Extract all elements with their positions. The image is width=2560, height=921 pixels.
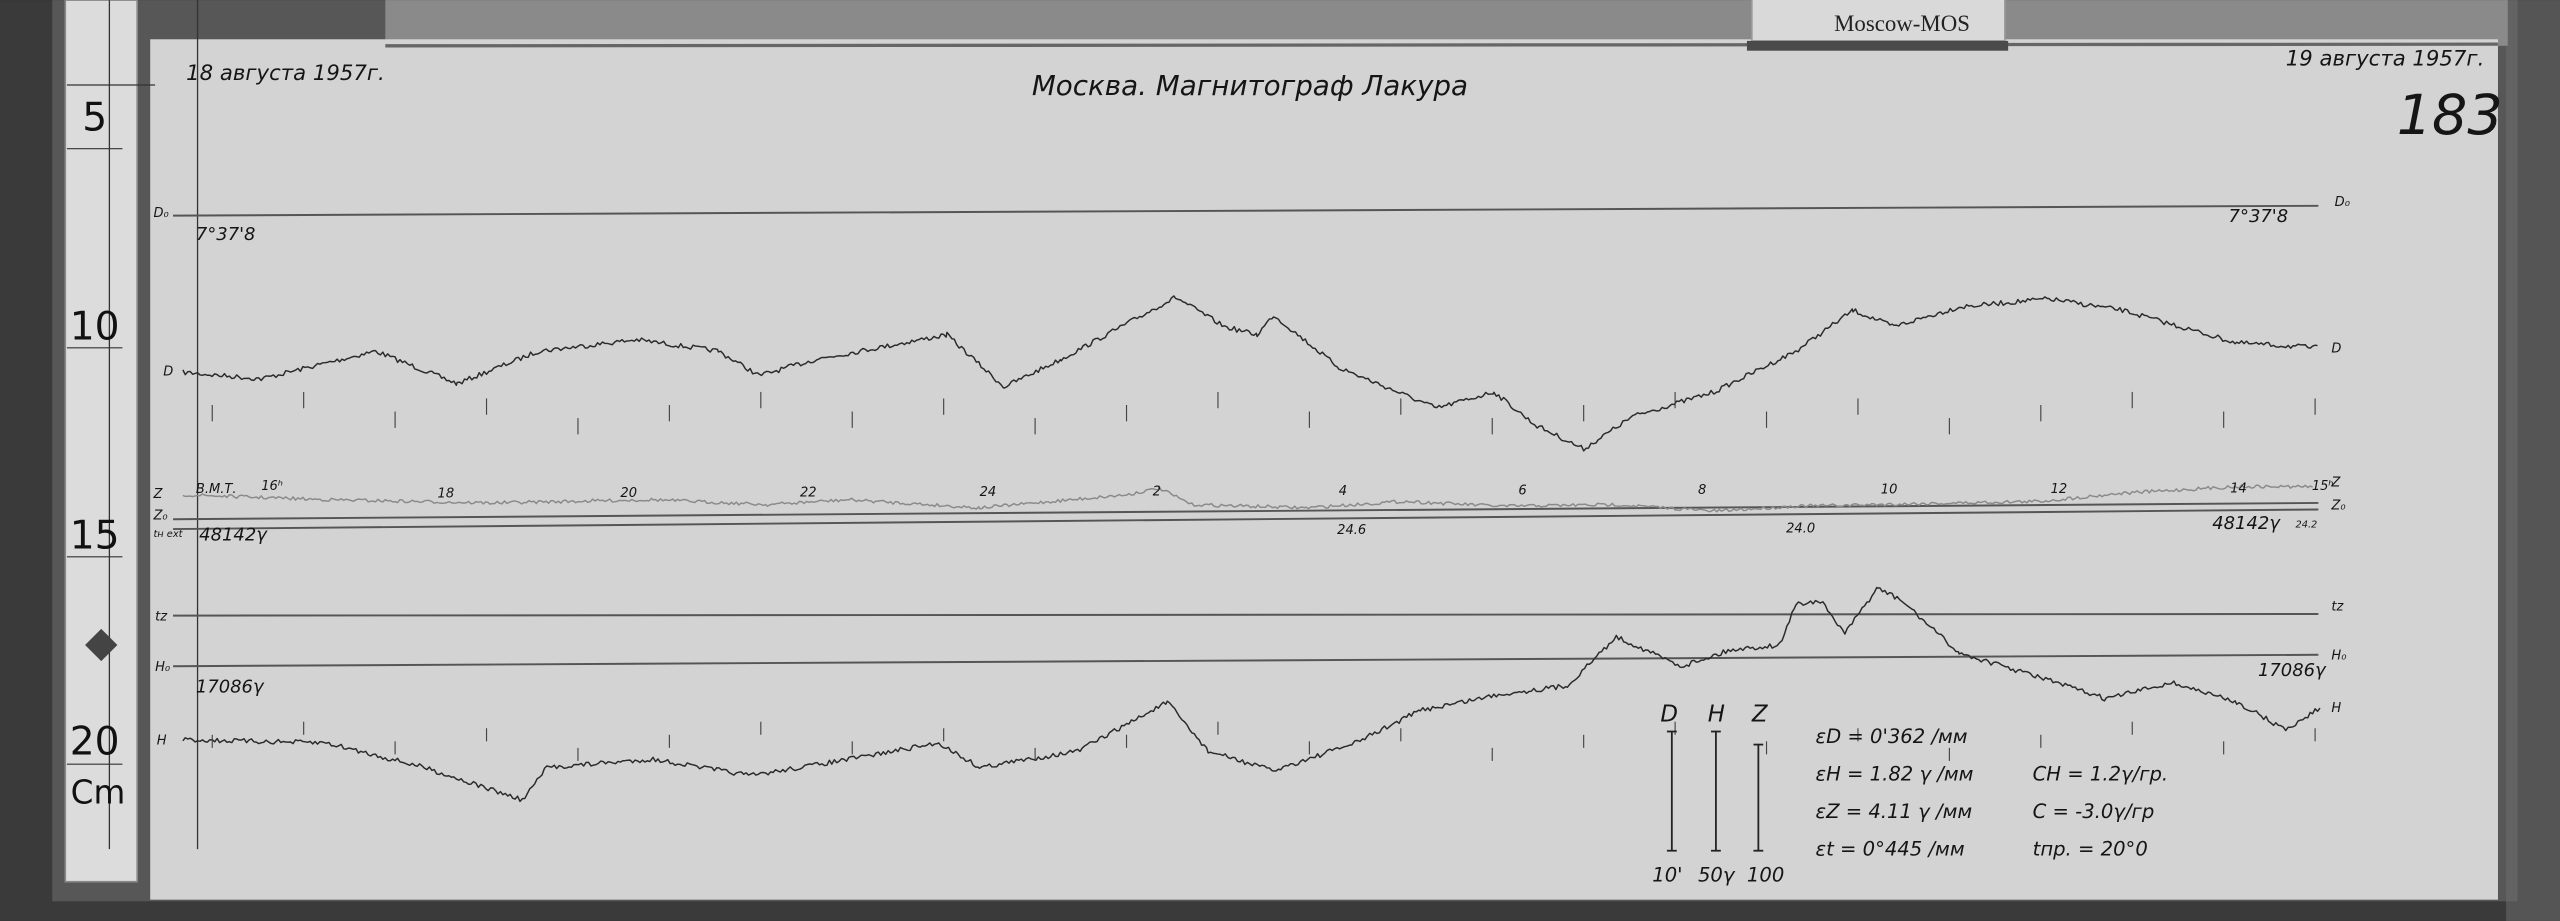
d-trace (182, 295, 2318, 452)
h0-label: H₀ (155, 660, 171, 675)
temperature-baseline (173, 508, 2319, 531)
archive-label-text: Moscow-MOS (1834, 11, 1970, 36)
d0-label-right: D₀ (2335, 195, 2351, 210)
tz-label: tz (155, 610, 168, 625)
hour-label: 16ʰ (261, 479, 283, 494)
time-axis-prefix: В.М.Т. (196, 482, 237, 497)
h0-value-left: 17086γ (196, 676, 265, 697)
chart-title: Москва. Магнитограф Лакура (1032, 69, 1468, 102)
hour-label: 4 (1339, 484, 1347, 499)
z-trace (182, 483, 2313, 513)
h-trace (182, 586, 2321, 803)
scale-bar-label-z: Z (1751, 702, 1769, 728)
hour-label: 24 (980, 485, 997, 500)
start-date: 18 августа 1957г. (186, 61, 385, 86)
eps-z: εZ = 4.11 γ /мм (1816, 800, 1973, 823)
sheet-number: 183 (2397, 83, 2503, 148)
ruler-mark-10: 10 (70, 305, 120, 350)
c-z: C = -3.0γ/гр (2033, 800, 2155, 823)
scale-bar-label-d: D (1660, 702, 1678, 728)
t-pr: tпр. = 20°0 (2033, 838, 2148, 861)
scale-bars: D H Z 10' 50γ 100 (1652, 702, 1784, 887)
hour-label: 12 (2051, 482, 2068, 497)
hour-label: 14 (2230, 482, 2247, 497)
hour-tick-marks (211, 391, 2316, 761)
scale-bar-value-d: 10' (1652, 864, 1682, 887)
h0-label-right: H₀ (2331, 649, 2347, 664)
hour-label: 10 (1881, 483, 1898, 498)
hour-label: 2 (1153, 485, 1161, 500)
h-label-right: H (2331, 701, 2341, 716)
z0-label-right: Z₀ (2330, 498, 2346, 513)
d0-value-right: 7°37'8 (2229, 206, 2289, 227)
z0-value-left: 48142γ (199, 525, 268, 546)
ruler: 5 10 15 20 Cm (64, 0, 199, 883)
ruler-mark-20: 20 (70, 719, 120, 764)
z0-value-right: 48142γ (2212, 513, 2281, 534)
z-label-right: Z (2330, 476, 2341, 491)
ruler-unit: Cm (71, 773, 126, 811)
c-h: CH = 1.2γ/гр. (2033, 762, 2169, 785)
temperature-label: tн ext (153, 529, 183, 540)
z0-baseline (173, 501, 2319, 521)
ruler-mark-15: 15 (70, 514, 120, 559)
eps-t: εt = 0°445 /мм (1816, 838, 1965, 861)
d-label: D (163, 365, 173, 380)
scale-bar-value-h: 50γ (1698, 864, 1736, 887)
scale-bar-label-h: H (1708, 702, 1725, 728)
temperature-value-1: 24.6 (1337, 523, 1366, 538)
hour-label: 18 (438, 487, 455, 502)
z0-label: Z₀ (152, 508, 168, 523)
h-label: H (157, 734, 167, 749)
hour-label: 6 (1518, 484, 1526, 499)
hour-label: 20 (620, 486, 637, 501)
tz-label-right: tz (2331, 600, 2344, 615)
z-label: Z (152, 487, 163, 502)
chart-paper (150, 39, 2498, 900)
d0-baseline (173, 204, 2319, 217)
scale-bar-value-z: 100 (1747, 864, 1784, 887)
end-date: 19 августа 1957г. (2286, 46, 2485, 71)
tz-baseline (173, 612, 2319, 617)
h0-baseline (173, 653, 2319, 668)
eps-d: εD = 0'362 /мм (1816, 725, 1968, 748)
archive-label: Moscow-MOS (1746, 0, 2009, 51)
instrument-constants: εD = 0'362 /мм εH = 1.82 γ /мм εZ = 4.11… (1816, 725, 2169, 861)
hour-label: 15ʰ (2312, 479, 2334, 494)
eps-h: εH = 1.82 γ /мм (1816, 762, 1974, 785)
d-label-right: D (2331, 342, 2341, 357)
d0-label: D₀ (153, 206, 169, 221)
hour-label: 22 (800, 486, 817, 501)
d0-value-left: 7°37'8 (196, 224, 256, 245)
ruler-mark-5: 5 (82, 96, 107, 141)
temperature-value-3: 24.2 (2296, 519, 2318, 530)
hour-label: 8 (1698, 483, 1706, 498)
temperature-value-2: 24.0 (1786, 521, 1815, 536)
h0-value-right: 17086γ (2258, 660, 2327, 681)
